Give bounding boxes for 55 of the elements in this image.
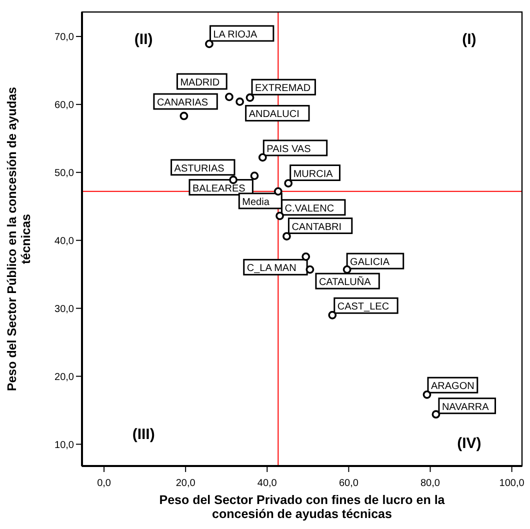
y-tick-label: 60,0 (54, 100, 74, 111)
annotation: Media (242, 196, 270, 208)
point (236, 98, 244, 106)
y-tick-label: 30,0 (54, 304, 74, 315)
annotation: CANARIAS (156, 97, 208, 108)
point (432, 410, 440, 419)
annotation: NAVARRA (442, 402, 490, 413)
annotation: GALICIA (350, 257, 390, 268)
annotation: MURCIA (293, 168, 334, 180)
point (302, 252, 310, 261)
point (180, 112, 188, 120)
point (246, 93, 254, 102)
x-tick-label: 0,0 (97, 478, 112, 489)
x-tick-label: 20,0 (176, 478, 196, 489)
point (422, 390, 432, 399)
annotation: PAIS VAS (266, 144, 312, 155)
point (282, 232, 291, 240)
annotation: (III) (132, 426, 155, 443)
point (205, 40, 214, 48)
point (284, 179, 293, 188)
annotation: C_LA MAN (246, 263, 296, 274)
y-tick-label: 10,0 (54, 440, 74, 451)
x-tick-label: 40,0 (257, 478, 278, 489)
point (250, 172, 259, 180)
point (276, 212, 284, 220)
annotation: CAST_LEC (337, 302, 390, 313)
y-tick-label: 20,0 (54, 372, 74, 383)
x-tick-label: 80,0 (420, 478, 440, 489)
annotation: BALEARES (192, 183, 246, 194)
point (328, 310, 337, 320)
x-axis-title: Peso del Sector Privado con fines de lucro en la concesión de ayudas técnicas (159, 493, 446, 521)
annotation: LA RIOJA (213, 29, 258, 40)
annotation: MADRID (180, 77, 220, 88)
point (274, 187, 282, 196)
annotation: EXTREMAD (255, 83, 311, 94)
annotation: ASTURIAS (174, 163, 225, 174)
annotation: ANDALUCI (248, 109, 300, 120)
y-axis-title: Peso del Sector Público en la concesión de ayudas técnicas (5, 86, 33, 392)
annotation: ARAGON (430, 381, 474, 392)
point (258, 153, 267, 162)
annotation: (I) (462, 30, 476, 48)
y-tick-label: 40,0 (54, 236, 74, 247)
point (225, 92, 234, 102)
point (342, 265, 352, 274)
x-tick-label: 100,0 (499, 478, 525, 489)
y-tick-label: 50,0 (54, 168, 74, 179)
x-tick-label: 60,0 (338, 478, 359, 489)
point (229, 176, 238, 184)
point (306, 265, 314, 274)
annotation: CATALUÑA (318, 276, 372, 288)
annotation: (II) (134, 30, 153, 48)
annotation: (IV) (457, 434, 482, 452)
annotation: C.VALENC (284, 203, 334, 214)
annotation: CANTABRI (292, 222, 342, 233)
y-tick-label: 70,0 (54, 32, 74, 43)
